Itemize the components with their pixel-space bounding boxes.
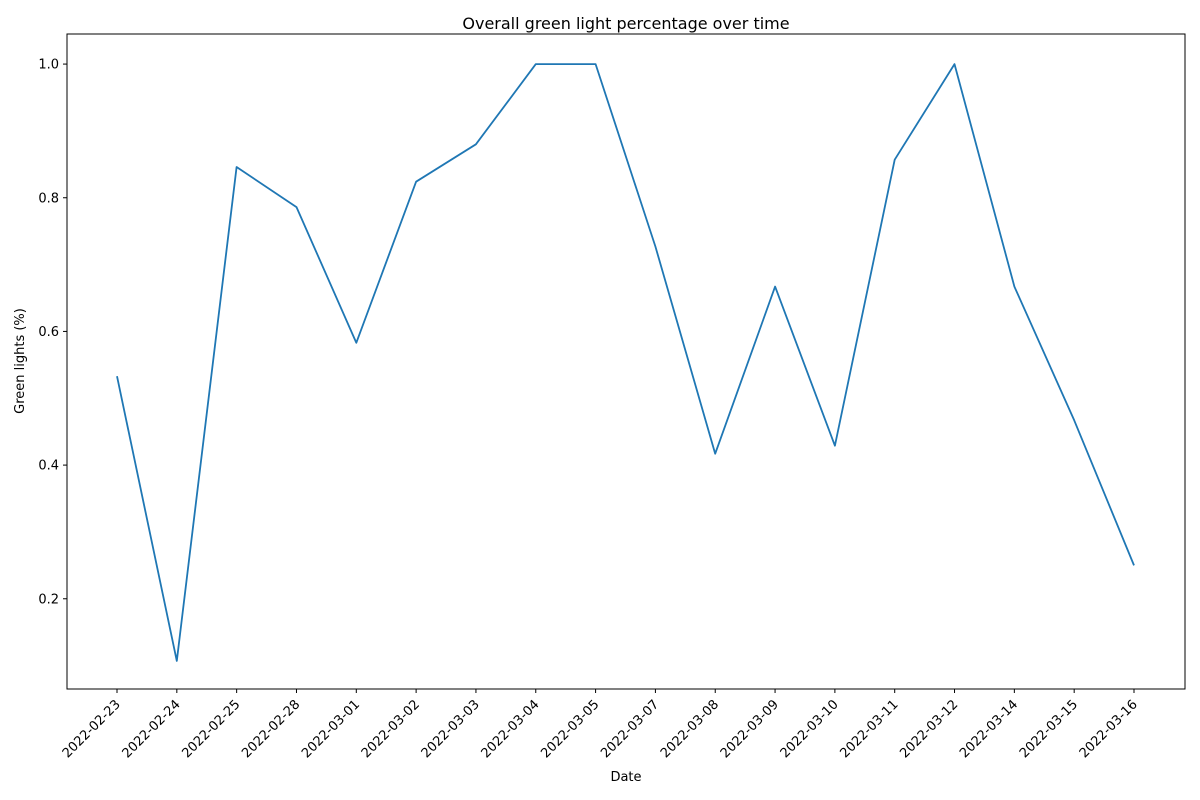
x-tick-label: 2022-03-01 [299,697,363,761]
x-tick-label: 2022-03-12 [897,697,961,761]
y-tick-label: 0.8 [38,191,59,206]
x-axis-label: Date [610,770,641,785]
x-tick-label: 2022-03-04 [479,697,543,761]
series-line [116,63,1135,662]
x-tick-label: 2022-03-09 [718,697,782,761]
x-tick-label: 2022-02-24 [120,697,184,761]
y-tick-label: 0.2 [38,592,59,607]
x-tick-label: 2022-03-14 [957,697,1021,761]
x-tick-label: 2022-03-10 [778,697,842,761]
x-axis-ticks: 2022-02-232022-02-242022-02-252022-02-28… [60,689,1141,761]
x-tick-label: 2022-03-08 [658,697,722,761]
plot-area: 0.20.40.60.81.0 2022-02-232022-02-242022… [38,33,1186,761]
x-tick-label: 2022-02-25 [179,697,243,761]
x-tick-label: 2022-03-03 [419,697,483,761]
x-tick-label: 2022-03-11 [837,697,901,761]
y-tick-label: 0.6 [38,325,59,340]
x-tick-label: 2022-03-16 [1077,697,1141,761]
x-tick-label: 2022-02-23 [60,697,124,761]
y-axis-ticks: 0.2 0.4 0.6 0.8 1.0 [38,58,67,607]
y-tick-label: 0.4 [38,459,59,474]
y-axis-label: Green lights (%) [13,308,28,414]
chart-title: Overall green light percentage over time [462,14,789,33]
x-tick-label: 2022-03-15 [1017,697,1081,761]
axis-frame [66,33,1186,690]
x-tick-label: 2022-03-05 [538,697,602,761]
x-tick-label: 2022-03-02 [359,697,423,761]
x-tick-label: 2022-02-28 [239,697,303,761]
x-tick-label: 2022-03-07 [598,697,662,761]
y-tick-label: 1.0 [38,58,59,73]
